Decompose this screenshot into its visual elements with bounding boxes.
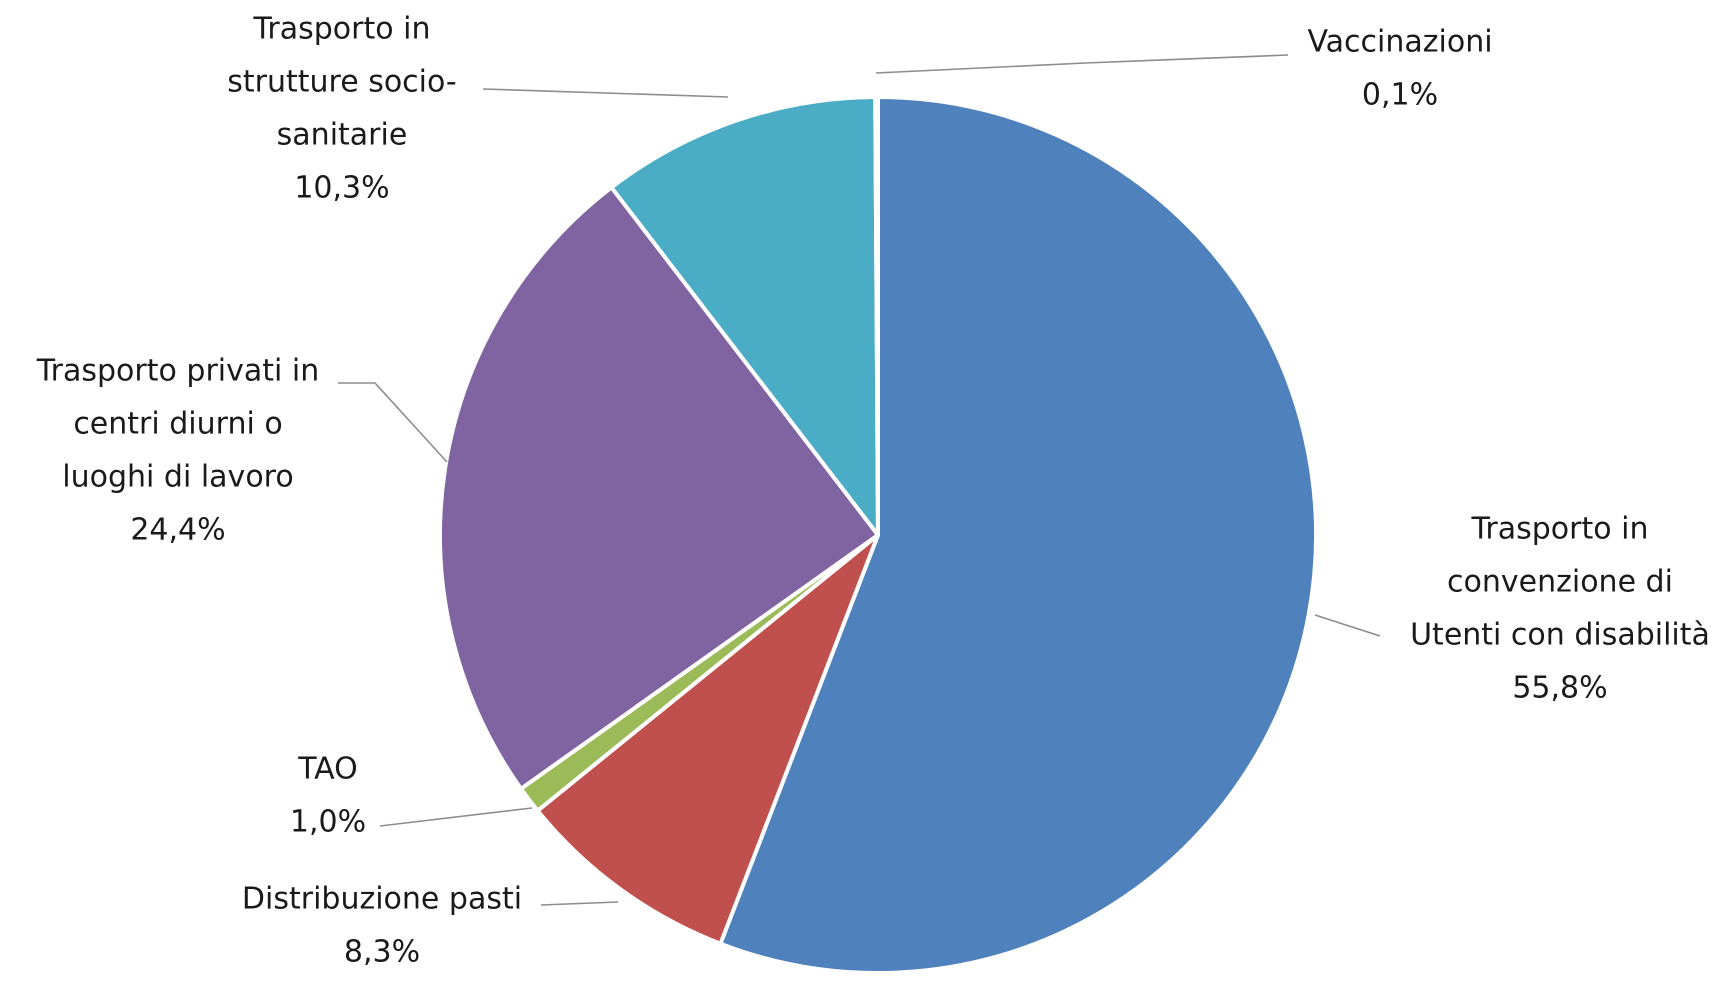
slice-value-label-5: 0,1%: [1362, 78, 1438, 113]
slice-value-label-1: 8,3%: [344, 935, 420, 970]
slice-category-label-1-line-0: Distribuzione pasti: [242, 882, 522, 917]
pie-labels: Trasporto in convenzione di Utenti con dis…: [36, 12, 1710, 970]
leader-line-slice-0: [1314, 614, 1381, 637]
slice-value-label-4: 10,3%: [294, 171, 389, 206]
slice-category-label-4-line-2: sanitarie: [277, 118, 408, 153]
slice-value-label-2: 1,0%: [290, 805, 366, 840]
slice-category-label-3-line-2: luoghi di lavoro: [62, 460, 293, 495]
slice-category-label-0-line-1: convenzione di: [1447, 565, 1673, 600]
leader-line-slice-2: [379, 807, 533, 827]
pie-slices: [438, 95, 1318, 975]
leader-line-slice-5: [875, 54, 1289, 74]
slice-category-label-4-line-1: strutture socio-: [227, 65, 457, 100]
pie-slice-4: [609, 95, 880, 537]
slice-category-label-2-line-0: TAO: [297, 752, 358, 787]
slice-category-label-4-line-0: Trasporto in: [253, 12, 431, 47]
slice-value-label-0: 55,8%: [1512, 671, 1607, 706]
pie-slice-1: [535, 533, 880, 946]
slice-category-label-3-line-1: centri diurni o: [73, 407, 282, 442]
leader-line-slice-3: [338, 382, 448, 463]
pie-slice-3: [438, 185, 880, 791]
pie-slice-5: [873, 95, 880, 537]
slice-category-label-3-line-0: Trasporto privati in: [36, 354, 319, 389]
leader-line-slice-1: [540, 901, 619, 906]
slice-category-label-0-line-0: Trasporto in: [1471, 512, 1649, 547]
slice-category-label-5-line-0: Vaccinazioni: [1307, 25, 1492, 60]
pie-slice-0: [718, 95, 1318, 975]
slice-value-label-3: 24,4%: [130, 513, 225, 548]
leader-lines: [338, 54, 1381, 906]
slice-category-label-0-line-2: Utenti con disabilità: [1410, 618, 1710, 653]
leader-line-slice-4: [482, 88, 729, 98]
